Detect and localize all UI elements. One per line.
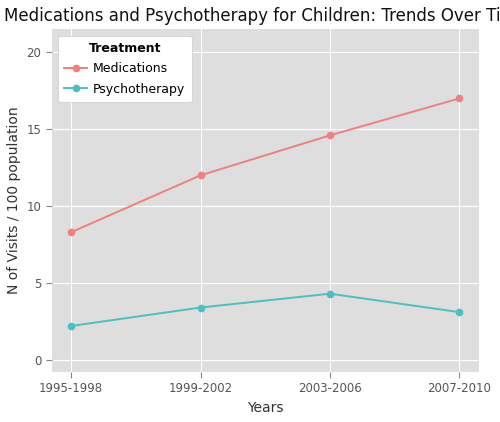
Title: Medications and Psychotherapy for Children: Trends Over Time: Medications and Psychotherapy for Childr… (4, 7, 500, 25)
Legend: Medications, Psychotherapy: Medications, Psychotherapy (58, 35, 192, 102)
Y-axis label: N of Visits / 100 population: N of Visits / 100 population (7, 107, 21, 295)
X-axis label: Years: Years (247, 401, 284, 415)
